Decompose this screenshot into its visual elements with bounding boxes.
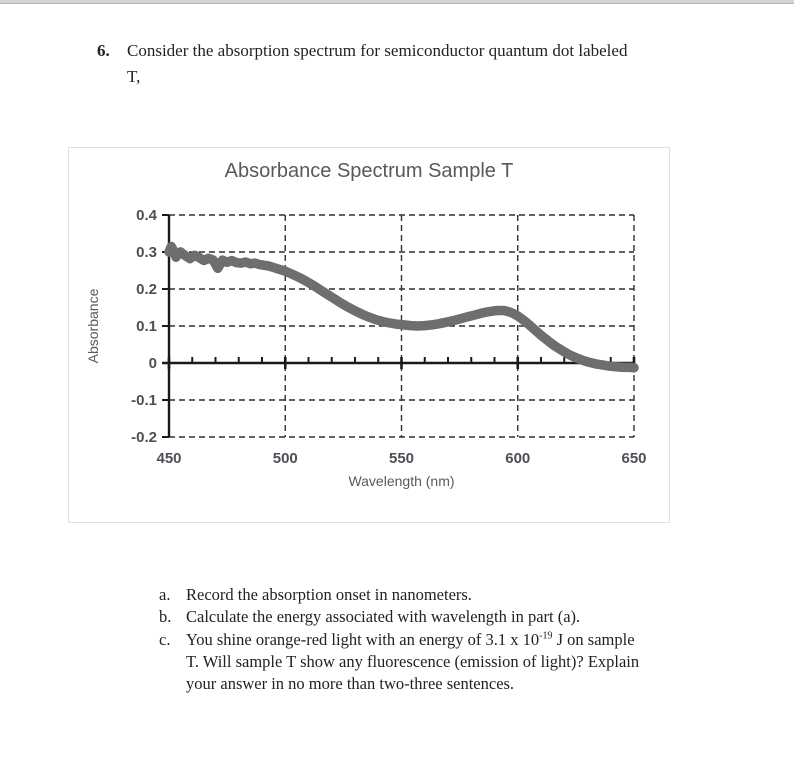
subquestion-b-marker: b.	[159, 607, 172, 627]
subquestion-c-line-2: T. Will sample T show any fluorescence (…	[186, 651, 640, 671]
y-tick-label: 0.1	[136, 318, 157, 335]
question-line-2: T,	[127, 67, 141, 86]
subquestion-a-marker: a.	[159, 585, 171, 604]
subquestion-c-marker: c.	[159, 629, 171, 649]
subquestion-b: b. Calculate the energy associated with …	[159, 606, 759, 628]
subquestion-c: c. You shine orange-red light with an en…	[159, 629, 759, 696]
y-tick-label: -0.1	[131, 392, 157, 409]
question-block: 6. Consider the absorption spectrum for …	[97, 38, 737, 90]
window-top-edge	[0, 0, 794, 4]
absorbance-chart-frame: Absorbance Spectrum Sample T 0.4 0.3 0.2 0.…	[68, 147, 670, 523]
question-line-1: Consider the absorption spectrum for sem…	[127, 41, 628, 60]
subquestion-c-line-1: You shine orange-red light with an energ…	[186, 629, 635, 649]
y-tick-label: 0.4	[136, 207, 158, 224]
y-axis-title: Absorbance	[85, 288, 101, 364]
y-tick-label: 0.3	[136, 244, 157, 261]
x-tick-label: 600	[505, 450, 530, 467]
y-tick-label: 0	[149, 355, 157, 372]
subquestion-list: a. Record the absorption onset in nanome…	[159, 584, 759, 695]
x-tick-label: 650	[621, 450, 646, 467]
absorbance-chart-plot: 0.4 0.3 0.2 0.1 0 -0.1 -0.2 450 500 550 600 650	[131, 207, 646, 467]
x-axis-title: Wavelength (nm)	[348, 473, 455, 489]
subquestion-b-text: Calculate the energy associated with wav…	[186, 607, 581, 627]
y-tick-label: -0.2	[131, 429, 157, 446]
x-tick-label: 500	[273, 450, 298, 467]
subquestion-c-line-3: your answer in no more than two-three se…	[186, 674, 515, 694]
question-number: 6.	[97, 41, 110, 60]
subquestion-a-text: Record the absorption onset in nanometer…	[186, 585, 472, 604]
x-tick-label: 550	[389, 450, 414, 467]
exponent: -19	[539, 630, 553, 642]
x-tick-label: 450	[156, 450, 181, 467]
chart-title: Absorbance Spectrum Sample T	[224, 160, 514, 182]
subquestion-a: a. Record the absorption onset in nanome…	[159, 584, 759, 606]
y-tick-label: 0.2	[136, 281, 157, 298]
absorbance-curve	[164, 241, 639, 373]
